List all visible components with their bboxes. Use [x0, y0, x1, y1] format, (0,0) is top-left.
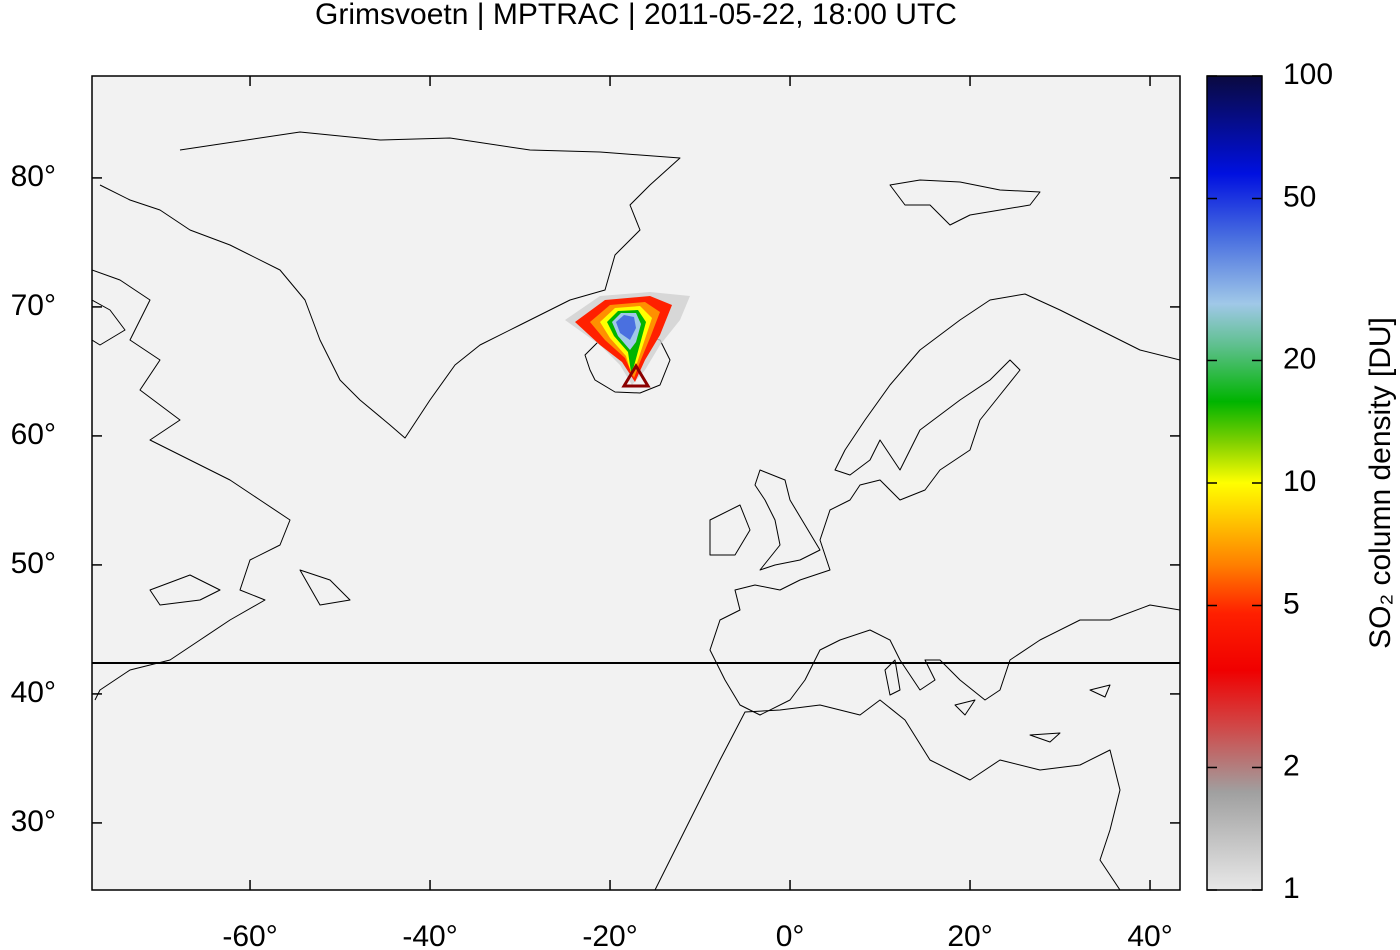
map-background — [92, 76, 1180, 890]
x-tick-label: -40° — [402, 920, 457, 950]
y-tick-label: 30° — [11, 805, 56, 838]
colorbar-tick-label: 20 — [1283, 342, 1316, 375]
volcano-marker — [621, 363, 651, 388]
africa — [654, 699, 1121, 890]
x-tick-label: 40° — [1127, 920, 1172, 950]
colorbar-tick-label: 10 — [1283, 465, 1316, 498]
chart-title: Grimsvoetn | MPTRAC | 2011-05-22, 18:00 … — [315, 0, 957, 31]
colorbar-tick-label: 100 — [1283, 58, 1333, 91]
canada-north — [92, 269, 291, 701]
canada-islands — [92, 299, 351, 606]
svalbard — [889, 179, 1041, 226]
y-tick-label: 40° — [11, 676, 56, 709]
x-tick-label: 20° — [947, 920, 992, 950]
coastlines — [92, 131, 1180, 890]
greenland — [99, 131, 681, 439]
y-tick-label: 60° — [11, 418, 56, 451]
y-tick-label: 50° — [11, 547, 56, 580]
europe — [709, 293, 1180, 716]
x-tick-label: -60° — [222, 920, 277, 950]
so2-plume — [565, 292, 690, 385]
colorbar-tick-label: 1 — [1283, 872, 1300, 905]
map-frame — [91, 75, 1181, 891]
x-tick-label: 0° — [776, 920, 805, 950]
colorbar-tick-label: 2 — [1283, 749, 1300, 782]
y-tick-label: 80° — [11, 160, 56, 193]
colorbar-tick-label: 5 — [1283, 587, 1300, 620]
colorbar-tick-label: 50 — [1283, 180, 1316, 213]
sea-islands — [884, 659, 1111, 743]
uk — [709, 469, 821, 571]
y-tick-label: 70° — [11, 289, 56, 322]
colorbar-label: SO₂ column density [DU] — [1364, 317, 1397, 649]
x-tick-label: -20° — [582, 920, 637, 950]
